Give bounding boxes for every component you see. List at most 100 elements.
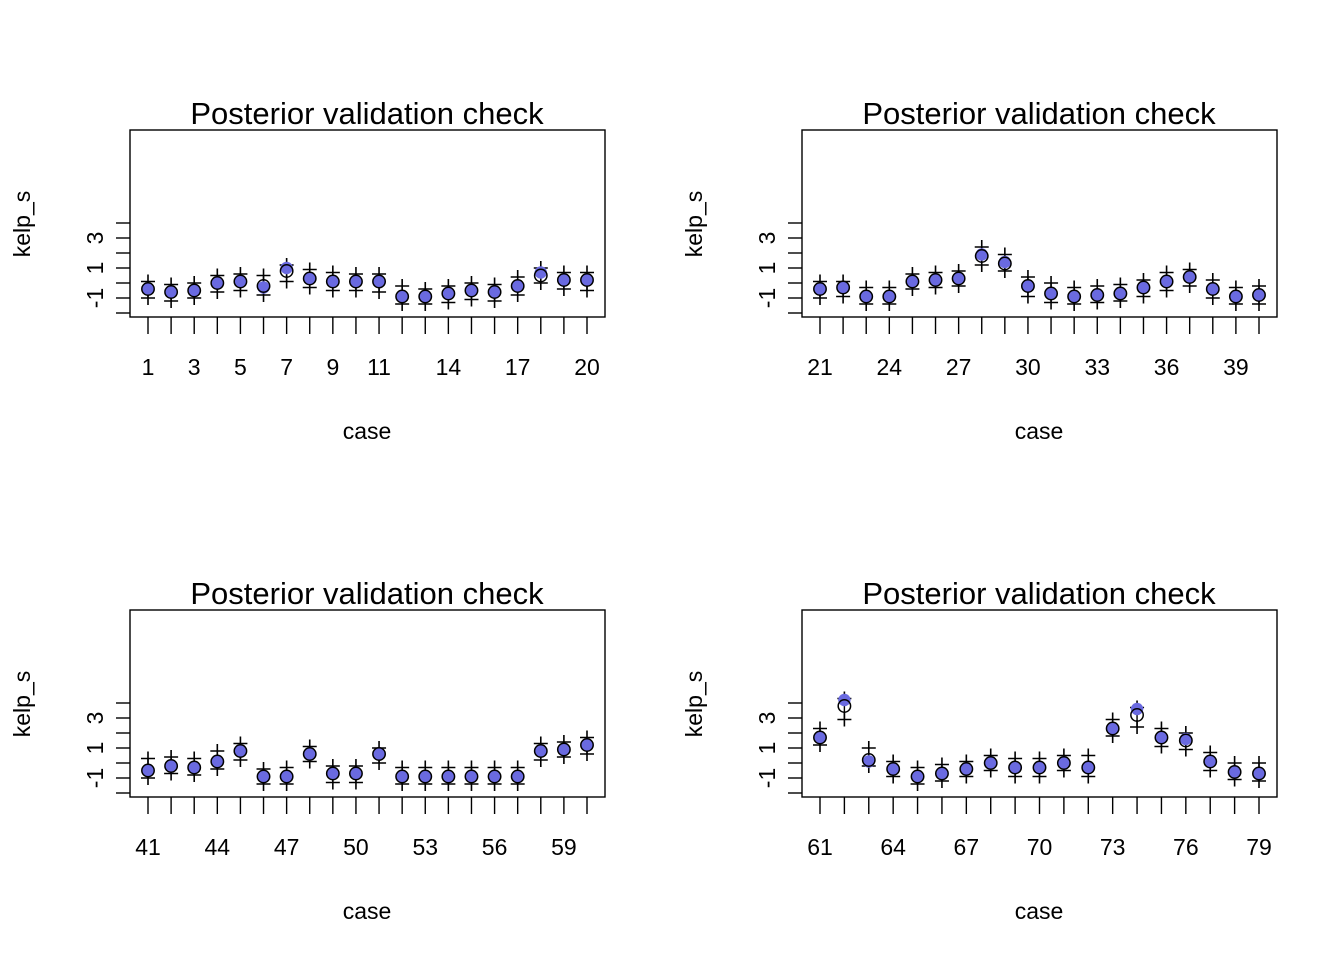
predicted-point: [1067, 290, 1081, 303]
predicted-point: [442, 770, 455, 783]
observed-point: [348, 766, 363, 781]
x-tick-label: 1: [142, 354, 155, 380]
panel-bottom-left: Posterior validation check case kelp_s -…: [9, 576, 606, 924]
y-axis-label: kelp_s: [9, 191, 35, 257]
predicted-point: [1228, 765, 1241, 779]
predicted-point: [349, 767, 363, 780]
predicted-point: [984, 756, 997, 770]
observed-point: [974, 249, 989, 263]
observed-point: [418, 289, 433, 304]
y-tick-label: 3: [82, 232, 108, 245]
observed-point: [1056, 756, 1071, 770]
x-tick-label: 11: [367, 354, 391, 380]
y-tick-label: 3: [754, 232, 780, 245]
x-axis-label: case: [343, 418, 392, 444]
predicted-point: [1252, 767, 1266, 780]
observed-point: [1081, 760, 1096, 775]
observed-point: [1203, 754, 1218, 769]
observed-point: [256, 769, 271, 784]
predicted-point: [511, 770, 524, 783]
observed-point: [464, 283, 479, 298]
x-tick-label: 56: [482, 834, 508, 860]
observed-point: [1008, 760, 1023, 775]
plot-frame: [129, 129, 606, 318]
plot-frame: [801, 129, 1278, 318]
predicted-point: [1252, 288, 1266, 302]
panel-title: Posterior validation check: [862, 96, 1216, 131]
x-tick-label: 64: [880, 834, 906, 860]
observed-point: [164, 285, 179, 299]
y-tick-label: -1: [754, 288, 780, 308]
observed-point: [487, 769, 502, 784]
predicted-point: [141, 764, 155, 777]
x-tick-label: 30: [1015, 354, 1041, 380]
predicted-point: [303, 272, 316, 285]
x-tick-label: 59: [551, 834, 577, 860]
panel-title: Posterior validation check: [862, 576, 1216, 611]
observed-point: [441, 286, 456, 301]
observed-point: [210, 276, 225, 290]
panel-top-right: Posterior validation check case kelp_s -…: [681, 96, 1278, 444]
x-tick-label: 53: [412, 834, 438, 860]
predicted-point: [534, 266, 547, 279]
y-tick-label: -1: [82, 768, 108, 788]
predicted-point: [257, 770, 270, 783]
observed-point: [1032, 760, 1047, 775]
x-tick-label: 70: [1027, 834, 1053, 860]
observed-point: [348, 274, 363, 289]
y-tick-label: -1: [82, 288, 108, 308]
predicted-point: [1044, 287, 1058, 300]
observed-point: [580, 738, 594, 752]
observed-point: [533, 744, 548, 758]
predicted-point: [1229, 290, 1243, 303]
observed-point: [997, 256, 1012, 271]
plot-frame: [129, 609, 606, 798]
observed-point: [934, 766, 949, 781]
observed-point: [1105, 721, 1120, 736]
y-tick-label: 1: [82, 262, 108, 275]
predicted-point: [1008, 761, 1022, 774]
predicted-point: [141, 282, 155, 296]
predicted-point: [234, 744, 247, 758]
predicted-point: [580, 273, 594, 287]
observed-point: [813, 282, 827, 296]
x-tick-label: 47: [274, 834, 300, 860]
observed-point: [1044, 286, 1059, 301]
predicted-point: [886, 762, 900, 776]
observed-point: [233, 274, 248, 289]
panel-bottom-right: Posterior validation check case kelp_s -…: [681, 576, 1278, 924]
predicted-point: [813, 282, 827, 296]
predicted-point: [836, 281, 850, 294]
y-tick-label: 1: [754, 262, 780, 275]
predicted-point: [395, 290, 409, 303]
observed-point: [1113, 286, 1128, 301]
observed-point: [959, 762, 974, 776]
lower-bound-mark: [837, 712, 852, 727]
predicted-point: [465, 770, 478, 783]
predicted-point: [1106, 722, 1119, 735]
observed-point: [1136, 280, 1151, 295]
predicted-point: [580, 738, 594, 752]
x-axis-label: case: [343, 898, 392, 924]
predicted-point: [488, 285, 501, 299]
predicted-point: [1204, 755, 1217, 768]
observed-point: [580, 273, 594, 287]
observed-point: [983, 756, 998, 770]
observed-point: [395, 769, 410, 784]
predicted-point: [164, 285, 178, 299]
observed-point: [910, 769, 925, 784]
predicted-point: [1155, 731, 1168, 744]
upper-bound-mark: [141, 751, 155, 766]
predicted-point: [860, 290, 873, 303]
y-tick-label: 3: [82, 712, 108, 725]
x-tick-label: 5: [234, 354, 247, 380]
predicted-point: [1137, 281, 1150, 294]
x-tick-label: 7: [280, 354, 293, 380]
y-tick-label: 3: [754, 712, 780, 725]
x-tick-label: 67: [954, 834, 980, 860]
predicted-point: [164, 759, 178, 773]
panel-top-left: Posterior validation check case kelp_s -…: [9, 96, 606, 444]
y-tick-label: 1: [82, 742, 108, 755]
observed-point: [441, 769, 456, 784]
predicted-point: [188, 284, 201, 297]
